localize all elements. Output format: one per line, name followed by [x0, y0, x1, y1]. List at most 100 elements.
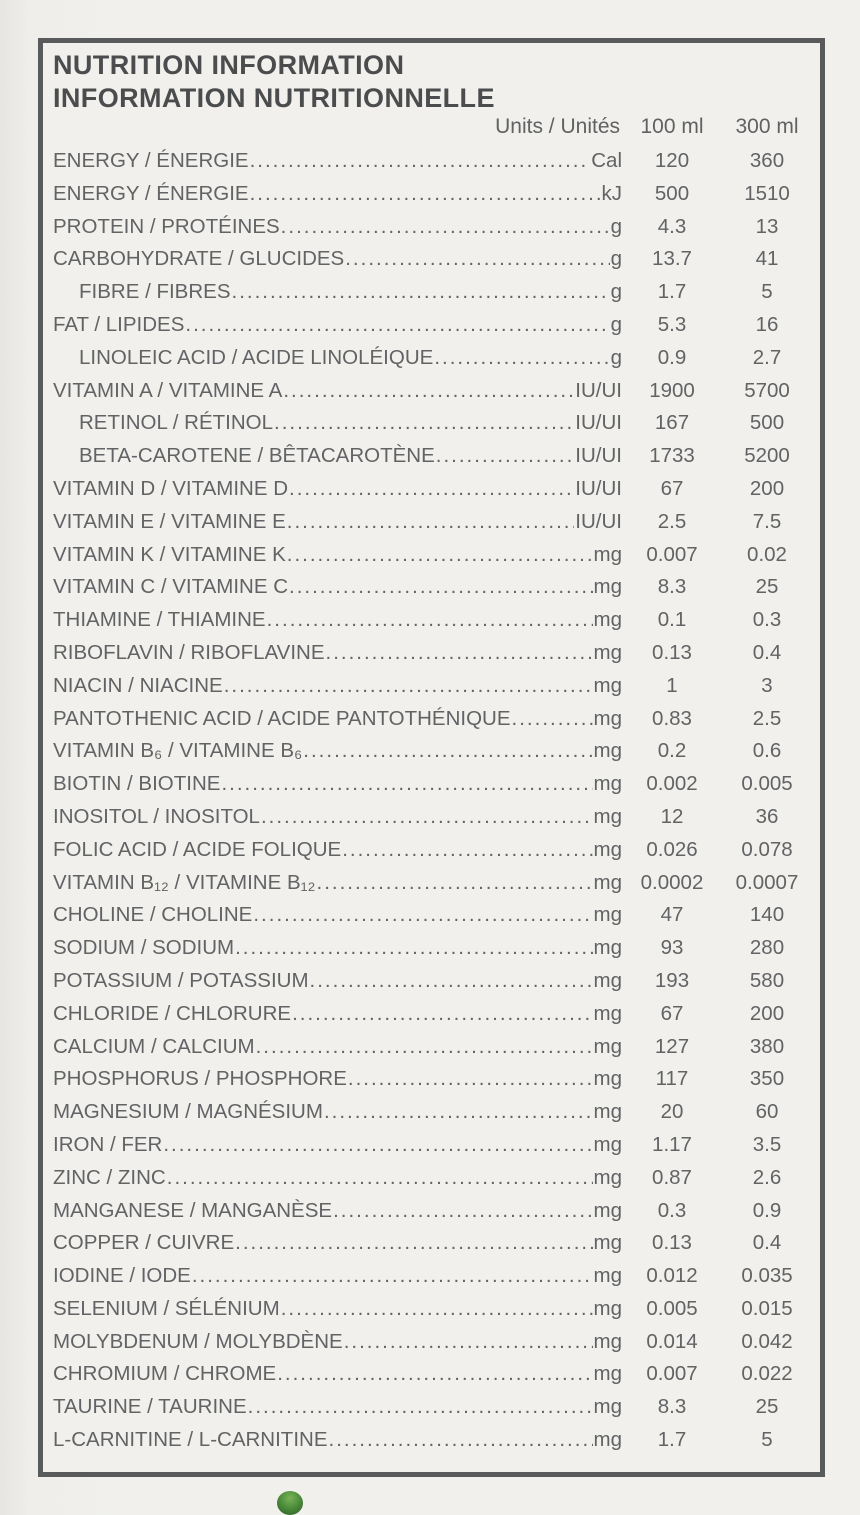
dot-leader	[235, 1231, 592, 1255]
nutrient-unit: mg	[593, 575, 622, 599]
nutrient-label: MANGANESE / MANGANÈSE	[53, 1198, 333, 1222]
nutrient-unit: mg	[593, 1067, 622, 1091]
nutrient-label: INOSITOL / INOSITOL	[53, 804, 260, 828]
value-300ml: 25	[755, 1395, 779, 1419]
nutrient-label: COPPER / CUIVRE	[53, 1231, 235, 1255]
value-100ml: 2.5	[657, 509, 687, 533]
value-100ml: 0.2	[657, 739, 687, 763]
value-300ml: 0.4	[752, 640, 782, 664]
nutrient-row: VITAMIN C / VITAMINE C mg 8.3 25	[53, 575, 812, 608]
value-300ml: 7.5	[752, 509, 782, 533]
nutrient-unit: mg	[593, 1132, 622, 1156]
nutrient-label: ZINC / ZINC	[53, 1165, 166, 1189]
nutrient-label: ENERGY / ÉNERGIE	[53, 149, 249, 172]
dot-leader	[167, 1166, 593, 1190]
value-300ml: 0.005	[741, 772, 793, 796]
nutrient-row: CHROMIUM / CHROME mg 0.007 0.022	[53, 1362, 812, 1395]
nutrient-row: VITAMIN E / VITAMINE E IU/UI 2.5 7.5	[53, 510, 812, 543]
value-100ml: 0.026	[646, 837, 698, 861]
value-100ml: 0.007	[646, 542, 698, 566]
nutrient-unit: g	[610, 280, 622, 304]
column-header-units: Units / Unités	[495, 115, 620, 138]
nutrient-unit: mg	[593, 1264, 622, 1288]
value-100ml: 13.7	[652, 247, 692, 271]
nutrient-label: VITAMIN A / VITAMINE A	[53, 378, 283, 402]
dot-leader	[283, 379, 574, 403]
value-300ml: 3	[761, 673, 773, 697]
nutrient-label: PANTOTHENIC ACID / ACIDE PANTOTHÉNIQUE	[53, 706, 511, 730]
nutrient-label: CHROMIUM / CHROME	[53, 1362, 277, 1386]
nutrient-row: MAGNESIUM / MAGNÉSIUM mg 20 60	[53, 1100, 812, 1133]
nutrient-label: CARBOHYDRATE / GLUCIDES	[53, 247, 345, 271]
nutrient-label: VITAMIN B₁₂ / VITAMINE B₁₂	[53, 870, 316, 894]
value-300ml: 2.7	[752, 345, 782, 369]
dot-leader	[512, 707, 593, 731]
value-100ml: 0.1	[657, 608, 687, 632]
value-300ml: 360	[749, 149, 785, 172]
nutrient-label: FAT / LIPIDES	[53, 312, 185, 336]
nutrient-label: FOLIC ACID / ACIDE FOLIQUE	[53, 837, 342, 861]
value-300ml: 25	[755, 575, 779, 599]
value-100ml: 0.007	[646, 1362, 698, 1386]
nutrient-row: BIOTIN / BIOTINE mg 0.002 0.005	[53, 772, 812, 805]
nutrient-unit: Cal	[591, 149, 622, 172]
nutrient-row: IODINE / IODE mg 0.012 0.035	[53, 1264, 812, 1297]
dot-leader	[289, 477, 574, 501]
nutrient-label: VITAMIN C / VITAMINE C	[53, 575, 288, 599]
nutrient-label: THIAMINE / THIAMINE	[53, 608, 266, 632]
value-300ml: 5200	[744, 444, 790, 468]
column-header-300ml: 300 ml	[735, 115, 799, 138]
nutrient-label: BIOTIN / BIOTINE	[53, 772, 221, 796]
nutrient-unit: mg	[593, 804, 622, 828]
dot-leader	[303, 739, 592, 763]
value-100ml: 93	[660, 936, 684, 960]
nutrient-row: MOLYBDENUM / MOLYBDÈNE mg 0.014 0.042	[53, 1330, 812, 1363]
value-300ml: 380	[749, 1034, 785, 1058]
nutrient-unit: mg	[593, 706, 622, 730]
dot-leader	[317, 871, 593, 895]
nutrient-label: SELENIUM / SÉLÉNIUM	[53, 1296, 280, 1320]
value-100ml: 1.17	[652, 1132, 692, 1156]
value-300ml: 13	[755, 214, 779, 238]
nutrient-row: FOLIC ACID / ACIDE FOLIQUE mg 0.026 0.078	[53, 838, 812, 871]
green-logo-dot	[277, 1491, 303, 1515]
nutrient-label: PROTEIN / PROTÉINES	[53, 214, 280, 238]
value-100ml: 67	[660, 1001, 684, 1025]
nutrient-label: MAGNESIUM / MAGNÉSIUM	[53, 1100, 323, 1124]
nutrient-unit: mg	[593, 1034, 622, 1058]
dot-leader	[287, 510, 575, 534]
value-300ml: 580	[749, 968, 785, 992]
value-100ml: 47	[660, 903, 684, 927]
value-100ml: 1.7	[657, 1428, 687, 1452]
value-300ml: 140	[749, 903, 785, 927]
nutrient-label: MOLYBDENUM / MOLYBDÈNE	[53, 1329, 343, 1353]
value-300ml: 0.6	[752, 739, 782, 763]
nutrient-unit: mg	[593, 673, 622, 697]
value-300ml: 60	[755, 1100, 779, 1124]
nutrient-unit: kJ	[601, 181, 623, 205]
value-100ml: 8.3	[657, 1395, 687, 1419]
nutrient-unit: IU/UI	[575, 411, 622, 435]
dot-leader	[253, 903, 592, 927]
dot-leader	[221, 772, 592, 796]
nutrient-row: CARBOHYDRATE / GLUCIDES g 13.7 41	[53, 247, 812, 280]
value-300ml: 1510	[744, 181, 790, 205]
value-300ml: 0.4	[752, 1231, 782, 1255]
panel-title-en: NUTRITION INFORMATION	[53, 50, 405, 80]
nutrient-unit: mg	[593, 1296, 622, 1320]
value-300ml: 5	[761, 1428, 773, 1452]
nutrient-unit: mg	[593, 1198, 622, 1222]
dot-leader	[324, 1100, 593, 1124]
value-100ml: 0.005	[646, 1296, 698, 1320]
value-100ml: 12	[660, 804, 684, 828]
nutrient-row: MANGANESE / MANGANÈSE mg 0.3 0.9	[53, 1199, 812, 1232]
value-300ml: 200	[749, 476, 785, 500]
value-300ml: 36	[755, 804, 779, 828]
nutrient-unit: mg	[593, 640, 622, 664]
dot-leader	[281, 215, 610, 239]
nutrient-unit: mg	[593, 1362, 622, 1386]
dot-leader	[274, 411, 574, 435]
nutrient-unit: IU/UI	[575, 444, 622, 468]
value-100ml: 167	[654, 411, 690, 435]
nutrient-unit: mg	[593, 837, 622, 861]
